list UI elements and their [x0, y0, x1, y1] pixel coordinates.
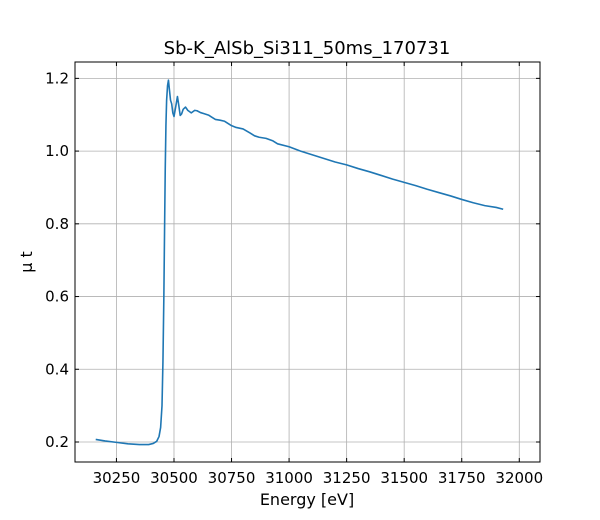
y-tick-label: 1.2	[45, 69, 69, 87]
x-tick-label: 30500	[150, 469, 198, 487]
y-tick-label: 0.6	[45, 288, 69, 306]
x-tick-label: 30250	[93, 469, 141, 487]
series-layer	[95, 79, 504, 446]
x-tick-label: 30750	[208, 469, 256, 487]
y-axis-title: μ t	[17, 251, 36, 273]
x-tick-label: 31250	[323, 469, 371, 487]
x-tick-label: 32000	[495, 469, 543, 487]
y-tick-label: 0.2	[45, 433, 69, 451]
y-tick-label: 1.0	[45, 142, 69, 160]
chart-title: Sb-K_AlSb_Si311_50ms_170731	[164, 38, 451, 59]
x-tick-label: 31750	[438, 469, 486, 487]
y-tick-label: 0.4	[45, 360, 69, 378]
x-tick-label: 31500	[380, 469, 428, 487]
y-axis: 0.2 0.4 0.6 0.8 1.0 1.2	[45, 69, 540, 451]
plot-frame	[74, 61, 541, 463]
x-axis: 30250 30500 30750 31000 31250 31500 31750 32000	[93, 62, 543, 487]
grid	[75, 62, 540, 462]
x-tick-label: 31000	[265, 469, 313, 487]
y-tick-label: 0.8	[45, 215, 69, 233]
x-axis-title: Energy [eV]	[260, 490, 354, 509]
series-line	[95, 79, 504, 446]
